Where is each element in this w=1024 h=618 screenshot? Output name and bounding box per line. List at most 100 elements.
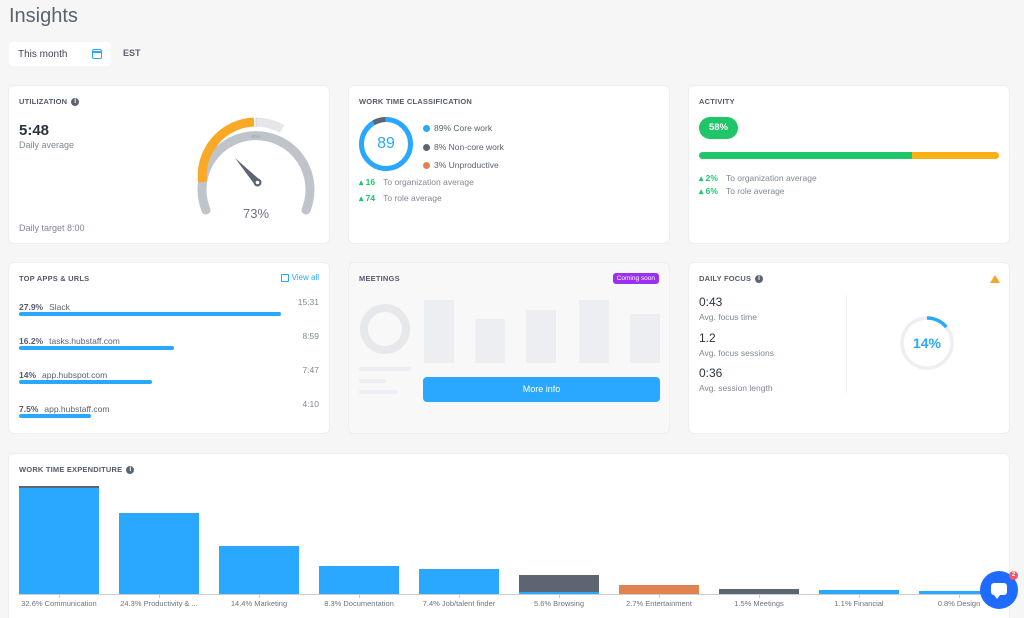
coming-soon-badge: Coming soon <box>612 273 659 284</box>
focus-time-label: Avg. focus time <box>699 312 757 322</box>
x-label: 0.8% Design <box>937 599 981 608</box>
view-all-link[interactable]: View all <box>280 273 319 282</box>
classification-donut-icon <box>359 117 413 171</box>
bar-meetings[interactable] <box>719 589 799 594</box>
focus-time-value: 0:43 <box>699 295 723 309</box>
chat-button[interactable] <box>980 571 1018 609</box>
x-axis <box>19 594 1009 595</box>
bar-documentation[interactable] <box>319 566 399 594</box>
app-bar <box>19 414 91 418</box>
tick <box>859 595 860 598</box>
chat-icon <box>991 583 1007 599</box>
page-title: Insights <box>9 5 78 27</box>
card-title: ACTIVITY <box>699 97 735 106</box>
x-label: 7.4% Job/talent finder <box>422 599 496 608</box>
x-label: 1.1% Financial <box>834 599 884 608</box>
daily-focus-card: DAILY FOCUS i 0:43 Avg. focus time 1.2 A… <box>689 263 1009 433</box>
delta-value: ▴ 6% <box>699 186 718 196</box>
info-icon[interactable]: i <box>71 97 80 106</box>
focus-percent: 14% <box>912 335 942 351</box>
bar-marketing[interactable] <box>219 546 299 594</box>
x-label: 24.3% Productivity & ... <box>120 599 198 608</box>
tick <box>359 595 360 598</box>
app-percent: 27.9% <box>19 302 44 312</box>
card-title: WORK TIME CLASSIFICATION <box>359 97 472 106</box>
warning-icon[interactable] <box>990 275 1000 283</box>
activity-bar <box>699 152 999 159</box>
app-percent: 14% <box>19 370 37 380</box>
dot-icon <box>423 161 430 169</box>
tick <box>659 595 660 598</box>
app-row[interactable]: 27.9% Slack 15:31 <box>19 297 319 316</box>
tick <box>259 595 260 598</box>
app-row[interactable]: 14% app.hubspot.com 7:47 <box>19 365 319 384</box>
session-length-value: 0:36 <box>699 366 723 380</box>
legend-label: 3% Unproductive <box>434 160 499 170</box>
utilization-gauge: 8hrs 73% <box>192 110 320 222</box>
tick <box>459 595 460 598</box>
legend-core-work: 89% Core work <box>423 123 492 133</box>
app-name: tasks.hubstaff.com <box>49 336 120 346</box>
x-label: 1.5% Meetings <box>734 599 784 608</box>
placeholder-line <box>359 367 411 371</box>
placeholder-bar <box>579 300 609 363</box>
daily-focus-title-row: DAILY FOCUS i <box>699 274 764 283</box>
app-time: 8:59 <box>302 331 319 341</box>
meetings-card: MEETINGS Coming soon More info <box>349 263 669 433</box>
app-time: 15:31 <box>297 297 319 307</box>
delta-label: To organization average <box>725 173 817 183</box>
legend-unproductive: 3% Unproductive <box>423 160 499 170</box>
card-title: WORK TIME EXPENDITURE <box>19 465 123 474</box>
tick <box>559 595 560 598</box>
info-icon[interactable]: i <box>755 274 764 283</box>
more-info-button[interactable]: More info <box>423 377 660 402</box>
svg-text:8hrs: 8hrs <box>252 134 262 139</box>
bar-productivity[interactable] <box>119 513 199 594</box>
delta-label: To role average <box>725 186 785 196</box>
legend-label: 8% Non-core work <box>434 142 504 152</box>
app-percent: 16.2% <box>19 336 44 346</box>
session-length-label: Avg. session length <box>699 383 773 393</box>
placeholder-bar <box>424 300 454 363</box>
activity-card: ACTIVITY 58% ▴ 2% To organization averag… <box>689 86 1009 243</box>
tick <box>159 595 160 598</box>
delta-label: To role average <box>383 193 442 203</box>
placeholder-donut-icon <box>360 304 410 354</box>
bar-financial[interactable] <box>819 590 899 594</box>
legend-non-core-work: 8% Non-core work <box>423 142 504 152</box>
expenditure-bar-chart: 32.6% Communication 24.3% Productivity &… <box>19 482 1009 608</box>
daily-target: Daily target 8:00 <box>19 223 85 233</box>
divider <box>846 295 847 393</box>
app-row[interactable]: 7.5% app.hubstaff.com 4:10 <box>19 399 319 418</box>
bar-design[interactable] <box>919 591 999 594</box>
chat-notification-badge: 2 <box>1009 571 1018 580</box>
legend-label: 89% Core work <box>434 123 493 133</box>
classification-score: 89 <box>377 135 395 152</box>
role-average-comparison: ▴ 6% To role average <box>699 186 785 197</box>
x-label: 14.4% Marketing <box>230 599 288 608</box>
placeholder-bar <box>630 314 660 363</box>
card-title: DAILY FOCUS <box>699 274 752 283</box>
bar-communication[interactable] <box>19 486 99 594</box>
x-label: 2.7% Entertainment <box>626 599 692 608</box>
activity-bar-active <box>699 152 912 159</box>
bar-browsing[interactable] <box>519 575 599 594</box>
gauge-icon: 8hrs <box>197 117 315 215</box>
date-range-picker[interactable]: This month <box>9 42 111 66</box>
info-icon[interactable]: i <box>126 465 135 474</box>
bar-job-talent-finder[interactable] <box>419 569 499 594</box>
x-label: 8.3% Documentation <box>324 599 394 608</box>
x-label: 5.6% Browsing <box>533 599 585 608</box>
external-link-icon <box>280 273 289 282</box>
tick <box>759 595 760 598</box>
app-bar <box>19 312 281 316</box>
calendar-icon[interactable] <box>92 49 102 59</box>
work-time-expenditure-card: WORK TIME EXPENDITURE i 32.6% Communicat… <box>9 454 1009 618</box>
tick <box>59 595 60 598</box>
app-name: app.hubspot.com <box>42 370 108 380</box>
bar-entertainment[interactable] <box>619 585 699 594</box>
app-row[interactable]: 16.2% tasks.hubstaff.com 8:59 <box>19 331 319 350</box>
timezone-label: EST <box>123 48 141 58</box>
app-percent: 7.5% <box>19 404 39 414</box>
tick <box>959 595 960 598</box>
